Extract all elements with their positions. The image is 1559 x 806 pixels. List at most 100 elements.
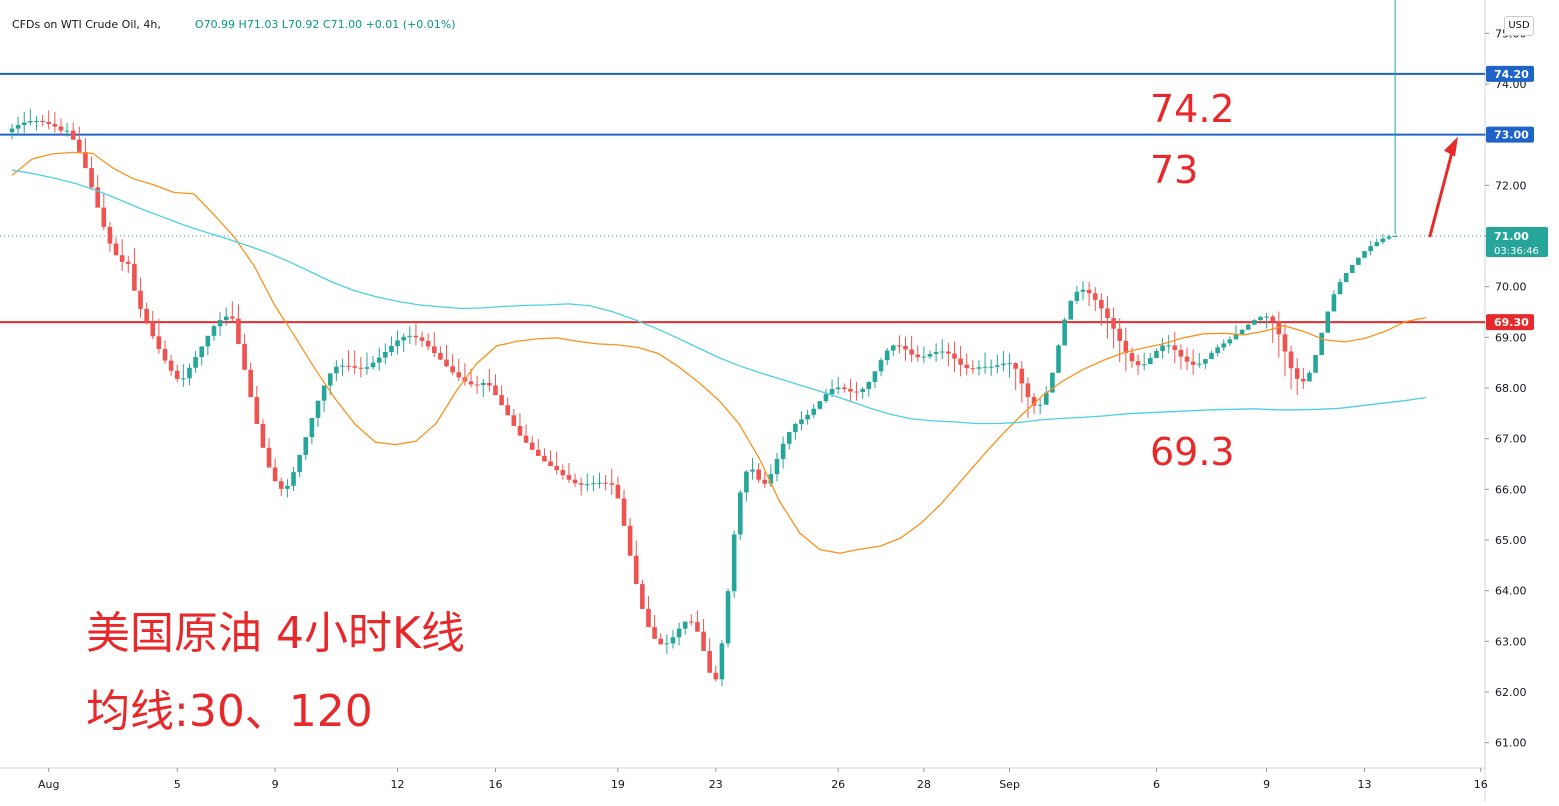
candle-body: [597, 482, 602, 484]
candle: [370, 356, 376, 370]
candle: [34, 115, 39, 131]
candle: [1148, 353, 1153, 365]
price-tick-label: 66.00: [1495, 483, 1527, 496]
candle-body: [327, 373, 333, 386]
candle-body: [125, 261, 131, 264]
candle: [701, 619, 706, 651]
time-tick-label: 5: [174, 778, 181, 791]
candle: [505, 397, 511, 416]
candle: [511, 408, 517, 426]
current-price-label-bg: [1486, 227, 1548, 257]
candle-body: [1080, 289, 1086, 292]
candle: [358, 357, 364, 378]
axis-price-label: 69.30: [1494, 316, 1529, 329]
candle-body: [468, 381, 474, 385]
candle-body: [817, 401, 823, 409]
candle: [248, 362, 253, 398]
candle: [848, 378, 853, 403]
candle-body: [866, 381, 872, 390]
candle-body: [1331, 294, 1337, 312]
time-tick-label: 19: [611, 778, 625, 791]
candle: [217, 312, 223, 336]
candle-body: [1184, 356, 1190, 362]
candle-body: [40, 120, 45, 122]
candle-body: [578, 483, 584, 485]
candle-body: [1215, 347, 1220, 354]
candle-body: [456, 372, 462, 378]
candle: [334, 360, 339, 381]
candle-body: [1203, 359, 1208, 364]
candle-body: [168, 360, 174, 371]
candle: [58, 118, 64, 136]
candle: [107, 221, 113, 252]
candle: [321, 385, 327, 412]
time-tick-label: 16: [1474, 778, 1488, 791]
candle-body: [1196, 363, 1202, 365]
candle: [1215, 344, 1220, 357]
candle: [425, 333, 431, 351]
candle: [1343, 272, 1349, 283]
candle-body: [1380, 238, 1386, 243]
candle-body: [621, 498, 627, 526]
candle-body: [774, 458, 780, 475]
candle-body: [805, 414, 810, 420]
candle: [860, 386, 865, 399]
annotation-level-74-2: 74.2: [1150, 87, 1235, 131]
candle: [872, 371, 878, 388]
candle-body: [193, 357, 198, 368]
candle: [278, 477, 284, 496]
candle: [939, 339, 945, 360]
candle: [1074, 286, 1080, 304]
candle: [1025, 377, 1031, 418]
candle-body: [609, 483, 615, 485]
candle-body: [1111, 318, 1116, 329]
candle-body: [615, 484, 621, 499]
candle: [168, 355, 174, 376]
candle-body: [572, 479, 578, 484]
candle: [603, 475, 608, 491]
candle-body: [321, 385, 327, 401]
candle: [597, 472, 602, 489]
candle: [817, 401, 823, 410]
candle: [799, 411, 804, 431]
price-tick-label: 72.00: [1495, 179, 1527, 192]
candle: [309, 417, 315, 445]
candle: [181, 364, 186, 387]
candle-body: [1007, 363, 1012, 365]
candle: [132, 248, 137, 291]
candle: [1190, 349, 1196, 375]
candle: [915, 345, 921, 362]
candle: [578, 477, 584, 496]
candle-body: [144, 308, 149, 323]
candle-body: [340, 365, 345, 367]
candle-body: [1362, 251, 1367, 258]
candle: [1196, 353, 1202, 368]
candle: [676, 622, 682, 646]
candle-body: [536, 449, 541, 456]
candle: [456, 359, 462, 381]
candle: [113, 237, 119, 256]
candle: [162, 340, 168, 364]
candle: [352, 350, 358, 374]
candle: [1184, 347, 1190, 371]
candle: [395, 330, 400, 355]
candle-body: [548, 461, 553, 467]
candle: [560, 464, 566, 480]
candle-body: [450, 366, 455, 373]
candle-body: [1392, 236, 1398, 237]
candle-body: [799, 419, 804, 424]
candle: [291, 467, 296, 491]
candle: [419, 331, 425, 347]
candle-body: [1349, 264, 1355, 273]
candle-body: [903, 345, 908, 350]
candle-body: [1294, 368, 1300, 379]
candle-body: [542, 455, 547, 462]
currency-button[interactable]: USD: [1504, 16, 1534, 36]
candle: [517, 413, 523, 436]
candle-body: [1221, 343, 1227, 348]
candle-body: [768, 474, 774, 484]
candle: [995, 354, 1000, 374]
candle-body: [1368, 246, 1373, 252]
candle: [1105, 295, 1110, 339]
